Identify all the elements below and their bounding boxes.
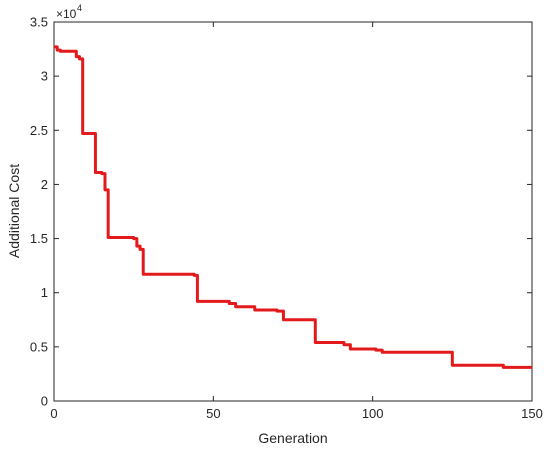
tick-labels: 0 50 100 150 0 0.5 1 1.5 2 2.5 3 3.5 <box>30 15 543 422</box>
x-tick-label-0: 0 <box>50 406 57 421</box>
x-tick-label-1: 50 <box>206 406 220 421</box>
series-layer <box>54 45 532 369</box>
ticks <box>53 21 533 402</box>
y-tick-label-7: 3.5 <box>30 15 48 30</box>
x-tick-label-2: 100 <box>362 406 384 421</box>
y-tick-label-3: 1.5 <box>30 231 48 246</box>
x-axis-label: Generation <box>258 430 327 446</box>
y-tick-label-6: 3 <box>41 69 48 84</box>
y-tick-label-5: 2.5 <box>30 123 48 138</box>
series-line-0 <box>54 45 532 369</box>
y-tick-label-0: 0 <box>41 394 48 409</box>
y-exponent-power: 4 <box>77 3 82 13</box>
x-tick-label-3: 150 <box>521 406 543 421</box>
y-tick-label-4: 2 <box>41 177 48 192</box>
y-exponent-base: ×10 <box>56 7 77 21</box>
plot-area <box>53 21 533 402</box>
y-tick-label-1: 0.5 <box>30 339 48 354</box>
y-axis-label: Additional Cost <box>6 164 22 258</box>
y-tick-label-2: 1 <box>41 285 48 300</box>
